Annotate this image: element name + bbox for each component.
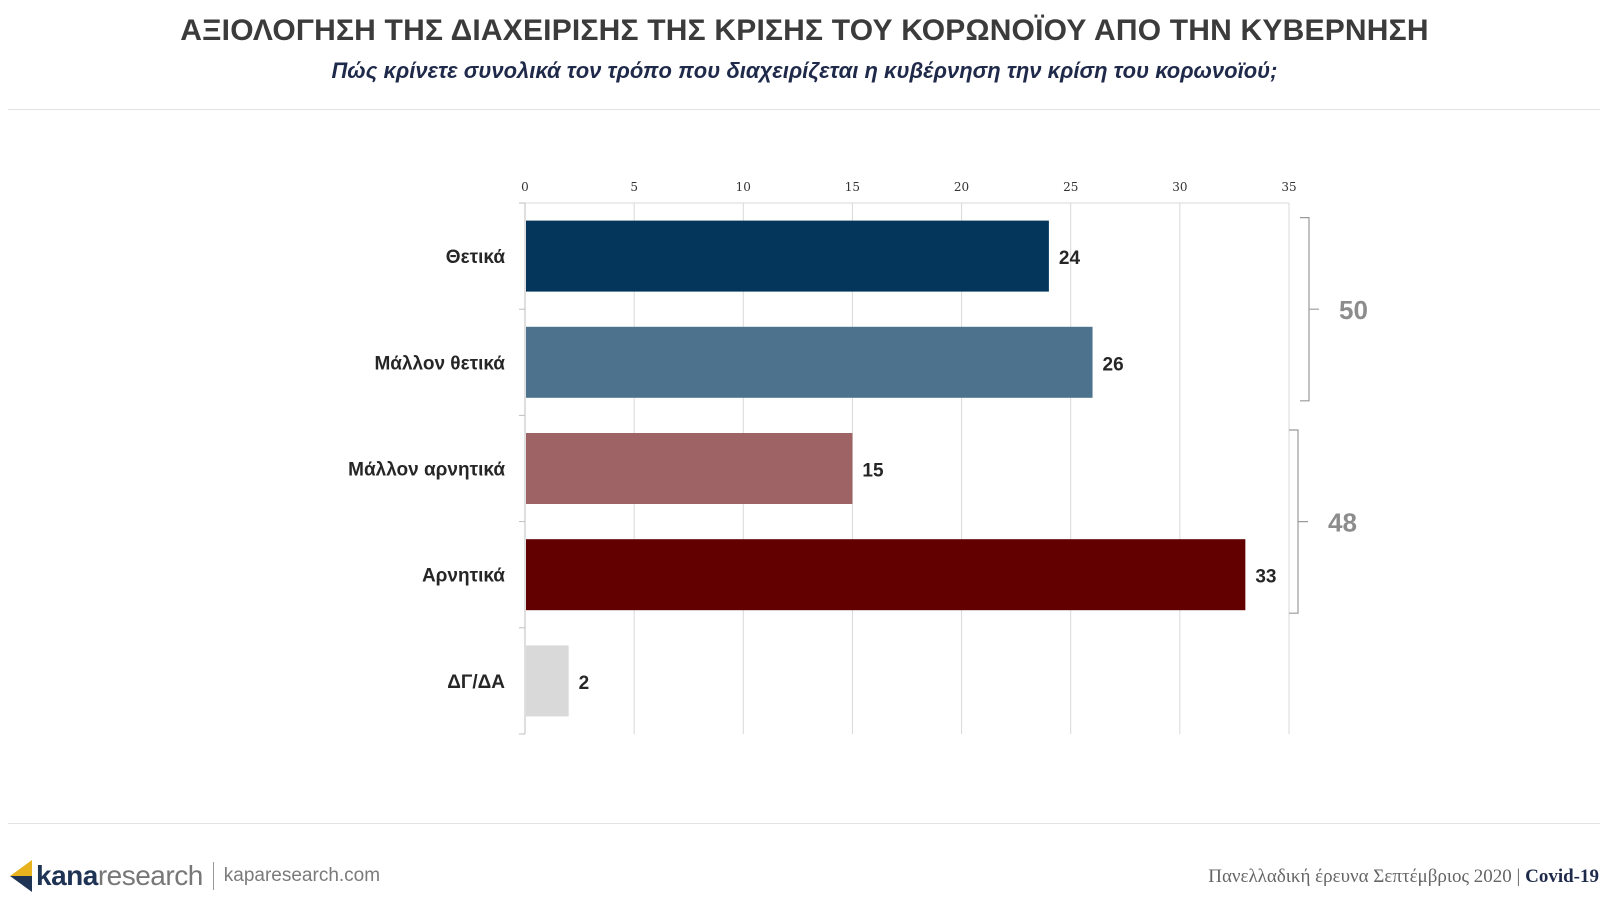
bar [526, 220, 1049, 292]
kana-logo-icon [10, 860, 32, 892]
category-label: Μάλλον αρνητικά [348, 460, 505, 481]
category-label: Αρνητικά [422, 566, 505, 587]
website-link[interactable]: kaparesearch.com [223, 865, 381, 886]
footer-survey-info: Πανελλαδική έρευνα Σεπτέμβριος 2020 | Co… [1208, 866, 1599, 888]
group-total-label: 50 [1339, 295, 1368, 325]
page-title: ΑΞΙΟΛΟΓΗΣΗ ΤΗΣ ΔΙΑΧΕΙΡΙΣΗΣ ΤΗΣ ΚΡΙΣΗΣ ΤΟ… [180, 14, 1429, 47]
page-subtitle: Πώς κρίνετε συνολικά τον τρόπο που διαχε… [331, 58, 1278, 83]
footer-separator-line [212, 862, 214, 890]
bar [526, 326, 1093, 398]
footer-separator: | [1516, 866, 1521, 887]
category-label: Μάλλον θετικά [374, 353, 505, 374]
x-tick-label: 20 [954, 180, 969, 194]
bar [526, 433, 853, 504]
x-tick-label: 10 [736, 180, 751, 194]
header-divider [8, 109, 1600, 110]
data-label: 33 [1255, 567, 1276, 588]
bar [526, 645, 569, 717]
brand-logo-text: kanaresearch [36, 860, 203, 891]
survey-label: Πανελλαδική έρευνα Σεπτέμβριος 2020 [1208, 866, 1512, 887]
x-tick-label: 15 [845, 180, 860, 194]
category-label: Θετικά [446, 247, 506, 268]
data-label: 26 [1103, 354, 1124, 375]
topic-tag: Covid-19 [1525, 866, 1599, 887]
data-label: 2 [579, 673, 590, 694]
group-bracket [1289, 429, 1308, 614]
group-total-label: 48 [1328, 508, 1357, 538]
x-tick-label: 35 [1281, 180, 1296, 194]
data-label: 24 [1059, 248, 1081, 269]
x-tick-label: 5 [630, 180, 638, 194]
footer-divider [8, 823, 1600, 824]
group-bracket [1300, 217, 1319, 402]
x-tick-label: 0 [521, 180, 529, 194]
bar [526, 539, 1246, 611]
category-label: ΔΓ/ΔΑ [447, 672, 505, 693]
data-label: 15 [862, 461, 884, 482]
footer-brand: kanaresearch kaparesearch.com [10, 858, 380, 894]
x-tick-label: 25 [1063, 180, 1078, 194]
x-tick-label: 30 [1172, 180, 1187, 194]
bar-chart: 0 5 10 15 20 25 30 35 Θετικά 24 Μάλλον θετικά 26 Μάλ… [348, 180, 1368, 735]
